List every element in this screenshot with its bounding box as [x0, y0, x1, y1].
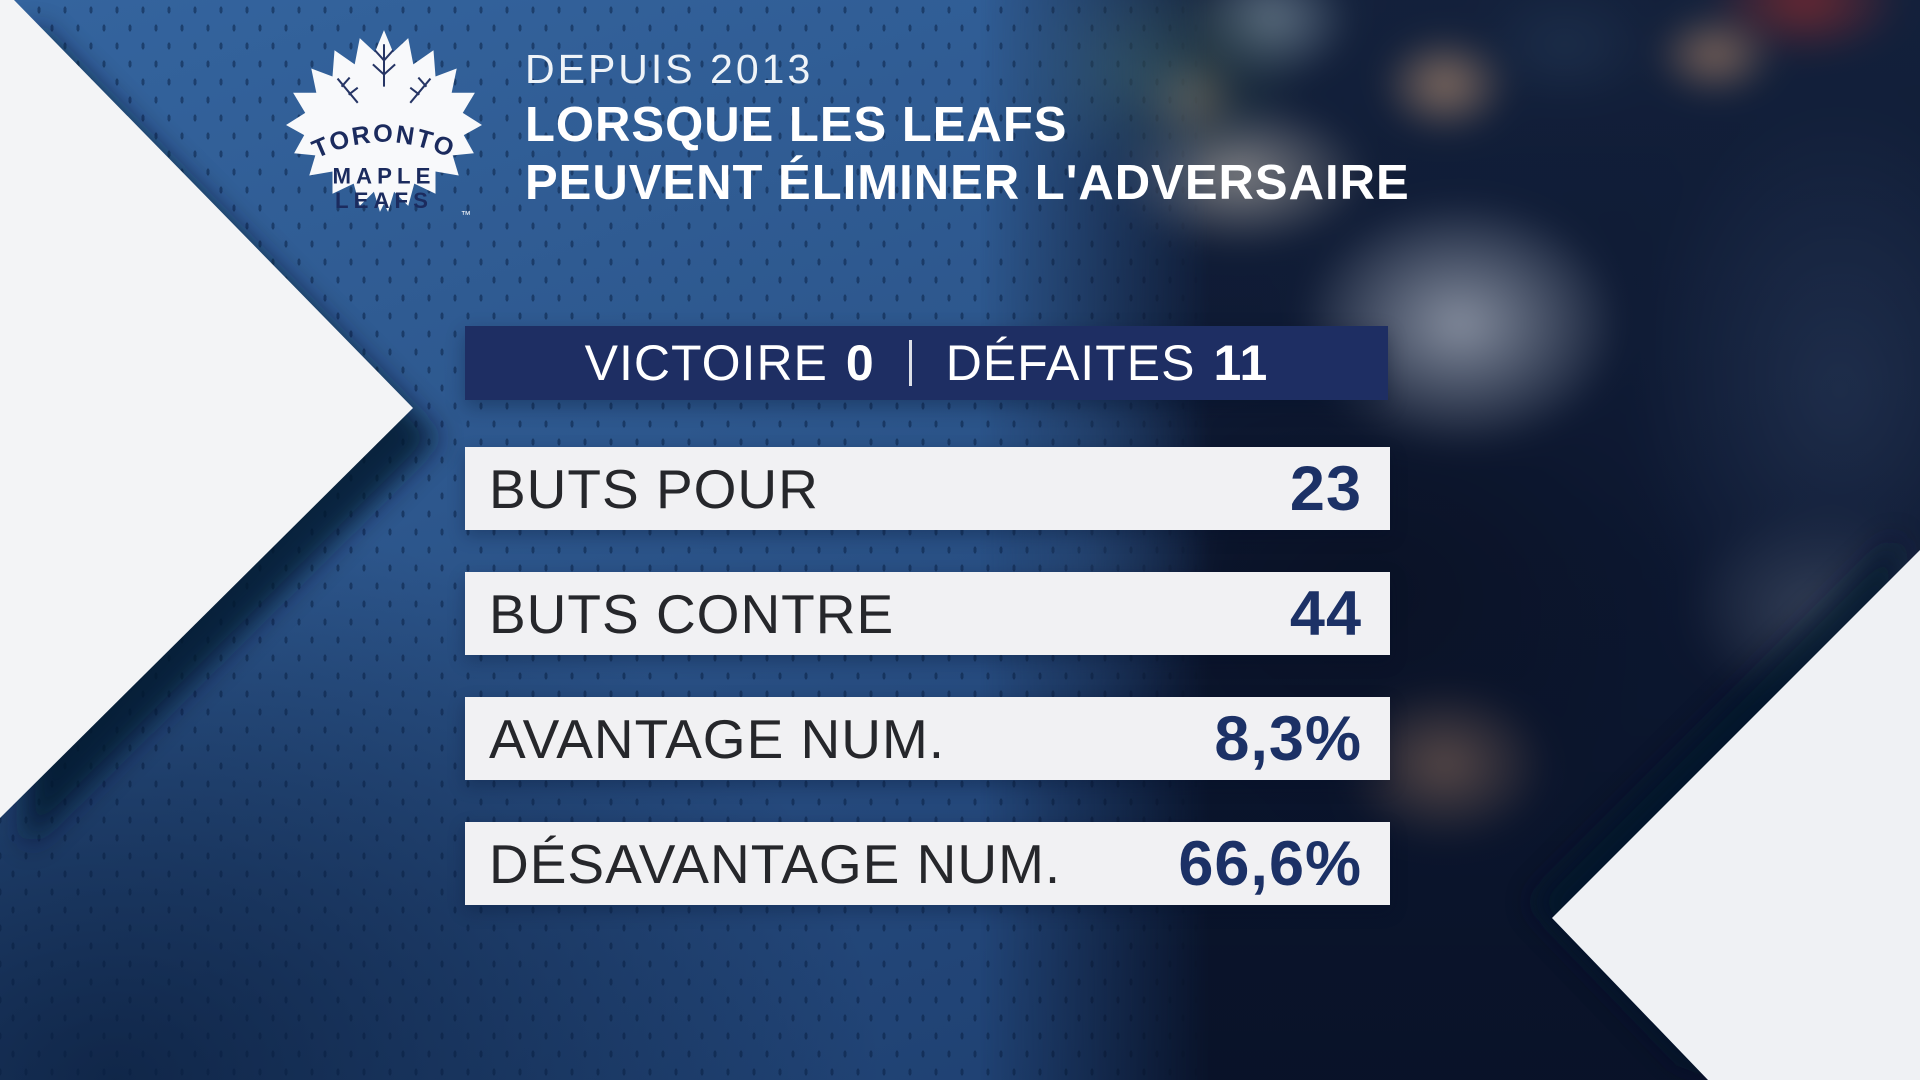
- maple-leaf-icon: [286, 30, 482, 212]
- right-chevron-shape: [1552, 550, 1920, 1080]
- stat-value: 23: [1289, 453, 1362, 524]
- maple-leafs-logo: TORONTO MAPLE LEAFS ™: [286, 30, 482, 220]
- stat-row-goals-against: BUTS CONTRE 44: [465, 572, 1390, 655]
- logo-maple-text: MAPLE: [332, 164, 435, 189]
- stat-label: AVANTAGE NUM.: [489, 707, 946, 770]
- stat-label: BUTS POUR: [489, 457, 819, 520]
- wins-group: VICTOIRE 0: [585, 334, 875, 392]
- wins-value: 0: [845, 335, 875, 391]
- kicker-depuis-2013: DEPUIS 2013: [525, 46, 814, 92]
- wins-label: VICTOIRE: [584, 335, 828, 391]
- record-banner: VICTOIRE 0 DÉFAITES 11: [465, 326, 1388, 400]
- stat-value: 44: [1289, 578, 1362, 649]
- losses-group: DÉFAITES 11: [946, 334, 1269, 392]
- stat-label: BUTS CONTRE: [489, 582, 895, 645]
- stat-value: 66,6%: [1178, 828, 1362, 899]
- headline-line-2: PEUVENT ÉLIMINER L'ADVERSAIRE: [525, 156, 1410, 210]
- stat-row-penalty-kill: DÉSAVANTAGE NUM. 66,6%: [465, 822, 1390, 905]
- stat-row-powerplay: AVANTAGE NUM. 8,3%: [465, 697, 1390, 780]
- left-chevron-shape: [0, 0, 413, 818]
- stat-value: 8,3%: [1214, 703, 1362, 774]
- stat-row-goals-for: BUTS POUR 23: [465, 447, 1390, 530]
- losses-label: DÉFAITES: [945, 335, 1196, 391]
- leaf-veins: [336, 44, 432, 104]
- record-separator: [908, 340, 912, 386]
- stat-label: DÉSAVANTAGE NUM.: [489, 832, 1062, 895]
- logo-trademark: ™: [461, 210, 471, 220]
- headline-line-1: LORSQUE LES LEAFS: [525, 98, 1068, 152]
- losses-value: 11: [1213, 335, 1269, 391]
- logo-leafs-text: LEAFS: [335, 188, 433, 213]
